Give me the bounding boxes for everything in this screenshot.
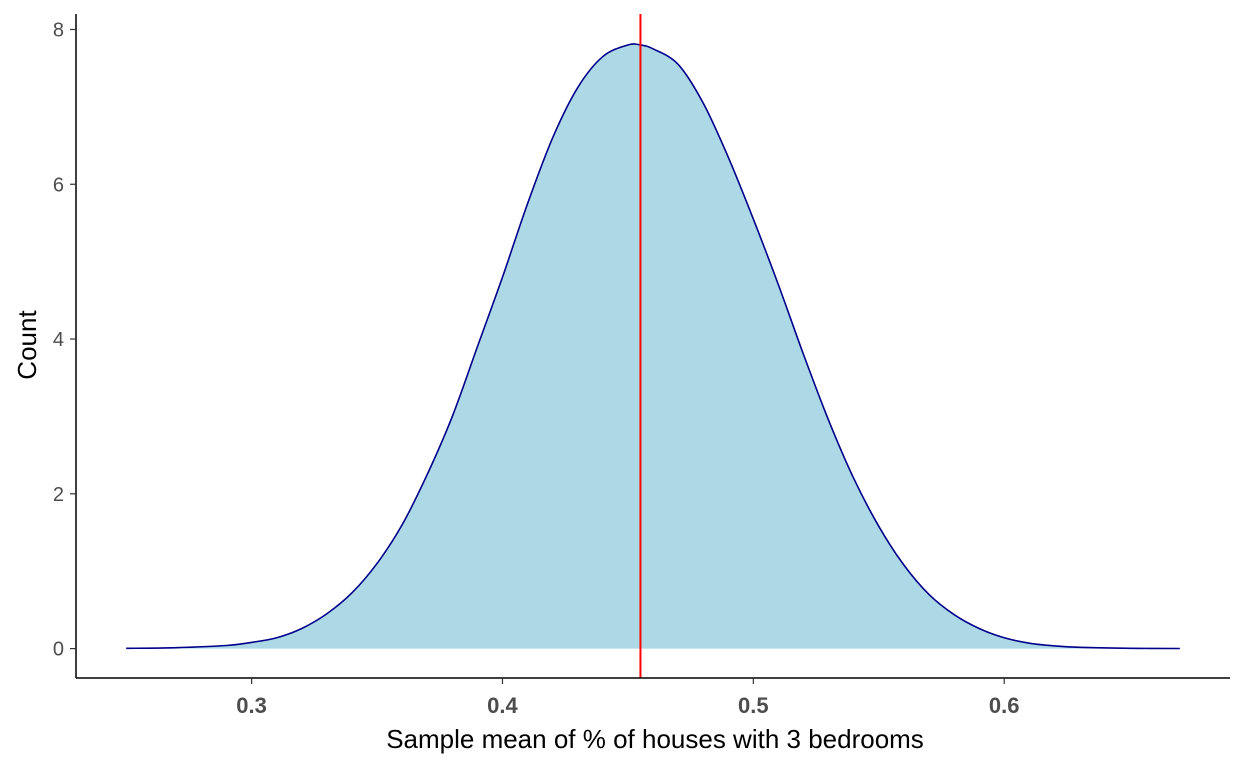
plot-area (126, 14, 1180, 678)
y-tick-label: 8 (53, 19, 64, 41)
x-tick-label: 0.4 (487, 693, 518, 718)
x-tick-label: 0.6 (989, 693, 1020, 718)
x-tick-label: 0.3 (236, 693, 267, 718)
y-axis-title: Count (12, 310, 42, 380)
x-axis-title: Sample mean of % of houses with 3 bedroo… (386, 724, 924, 754)
density-line (126, 43, 1180, 650)
y-tick-label: 4 (53, 329, 64, 351)
y-tick-label: 0 (53, 639, 64, 661)
y-axis-ticks: 0 2 4 6 8 (53, 19, 76, 661)
x-axis-ticks: 0.3 0.4 0.5 0.6 (236, 678, 1020, 718)
density-area (126, 43, 1180, 649)
y-tick-label: 2 (53, 484, 64, 506)
y-tick-label: 6 (53, 174, 64, 196)
x-tick-label: 0.5 (738, 693, 769, 718)
